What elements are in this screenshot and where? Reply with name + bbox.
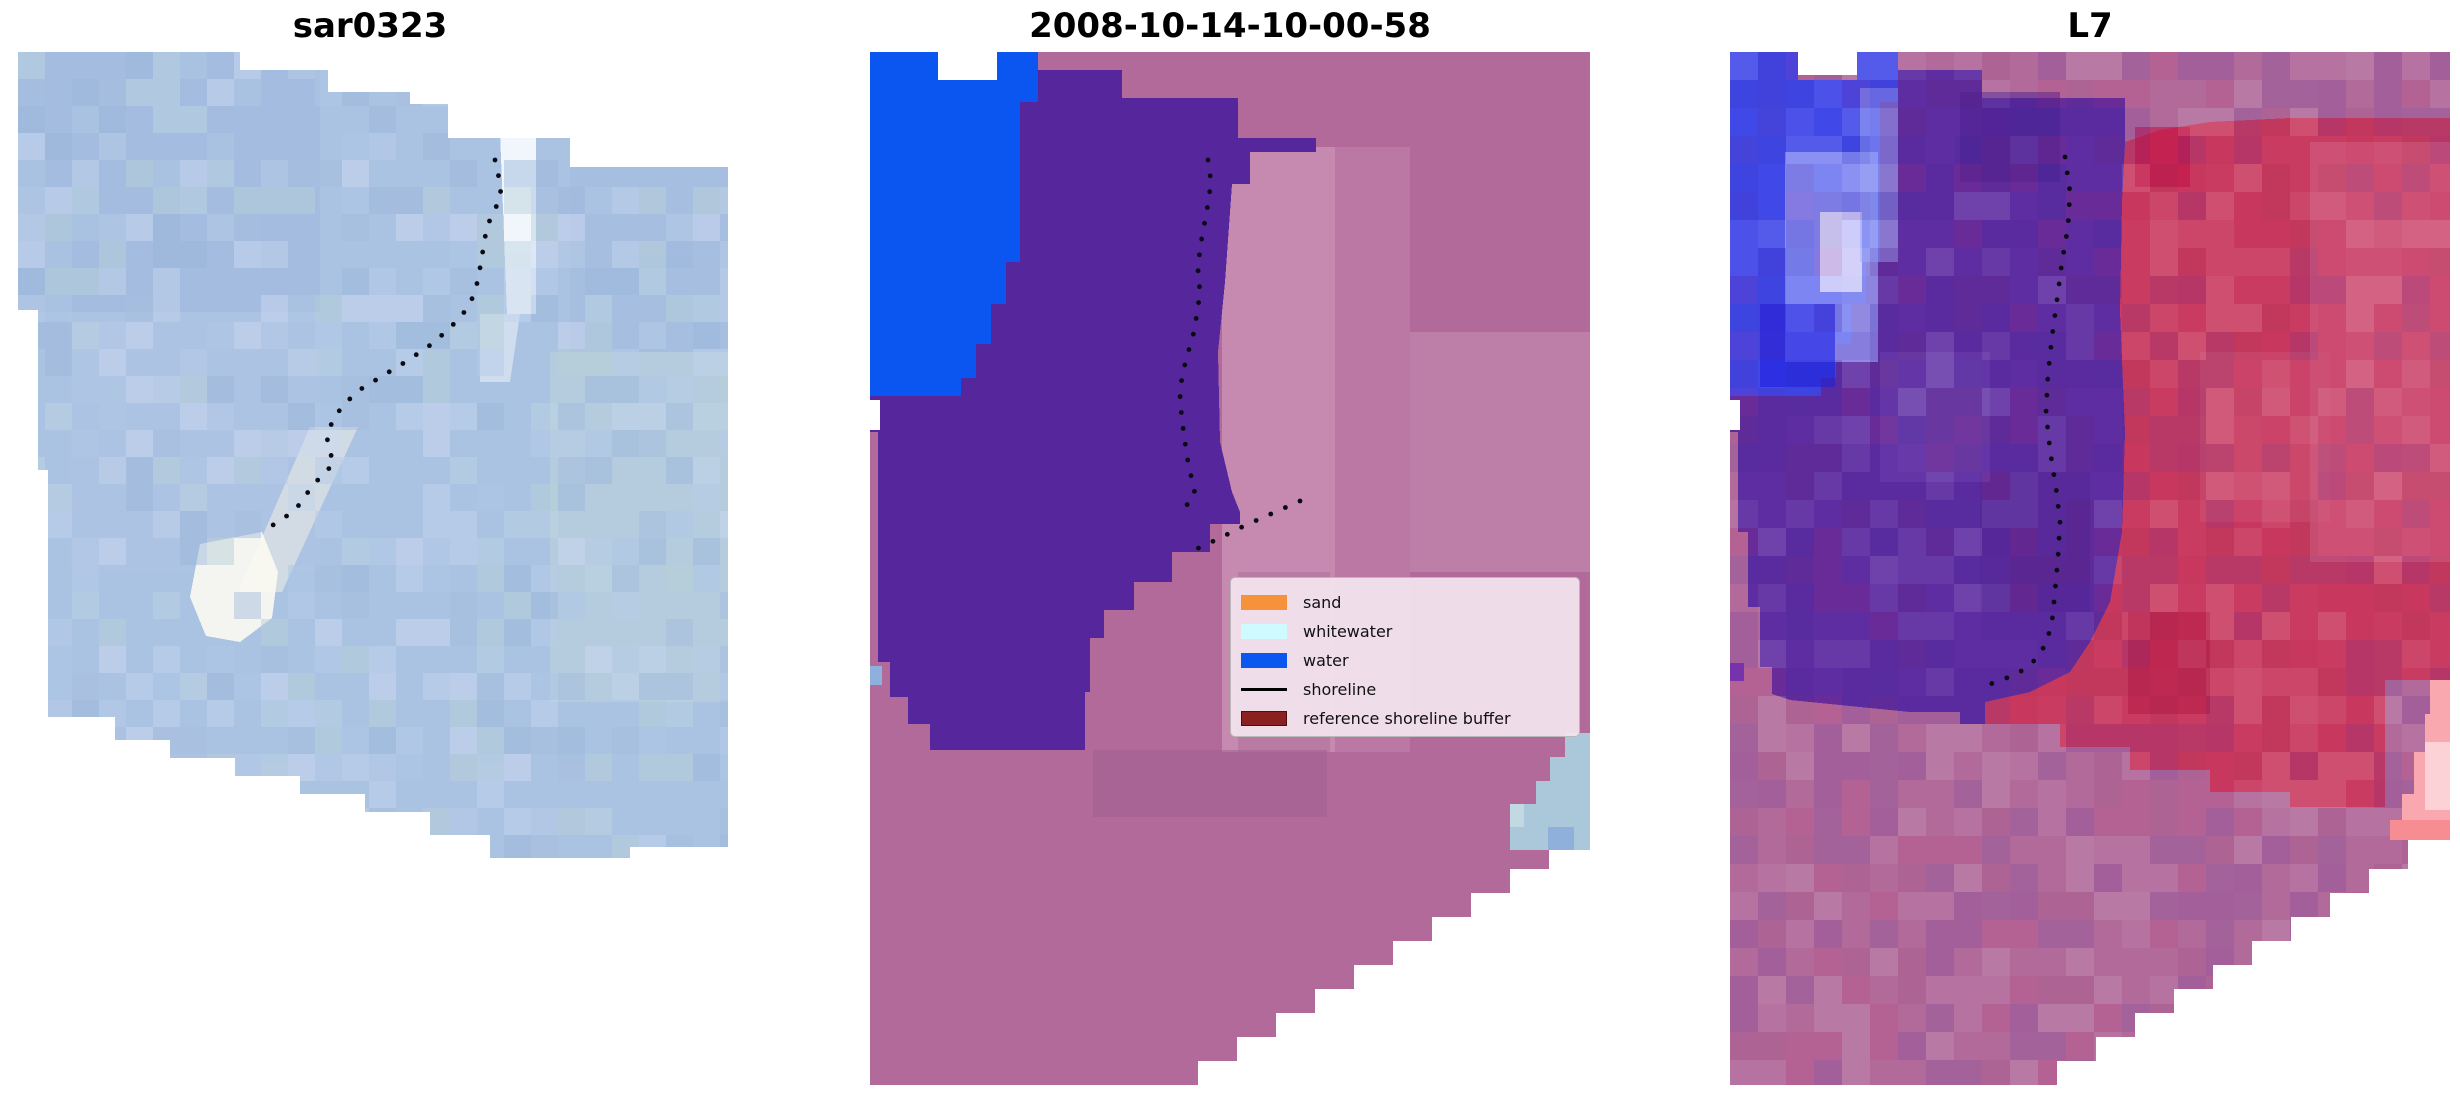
class-right-light (1410, 332, 1590, 572)
panel-title-sar0323: sar0323 (292, 6, 448, 46)
isolated-pixel (1730, 663, 1744, 681)
legend: sand whitewater water shoreline reference sh… (1230, 577, 1580, 737)
teal-light-pixel (1510, 804, 1524, 827)
legend-label-whitewater: whitewater (1303, 621, 1393, 641)
nodata-wedge (2057, 840, 2450, 1085)
legend-swatch-sand-icon (1241, 595, 1287, 610)
panel-sar0323 (10, 52, 730, 1085)
l7-blue-dark (1760, 304, 1835, 387)
legend-label-water: water (1303, 650, 1349, 670)
l7-blue-strip (1860, 88, 1898, 262)
l7-blue-bright (1820, 212, 1862, 292)
legend-label-sand: sand (1303, 592, 1342, 612)
panel-image-classified-2008-10-14 (870, 52, 1590, 1085)
nodata-notch-top (1798, 52, 1857, 75)
l7-red-dark-top (2135, 127, 2190, 187)
legend-swatch-water-icon (1241, 653, 1287, 668)
shoreline-dots (1177, 157, 1213, 508)
panel-image-L7 (1730, 52, 2450, 1085)
pixel-noise (18, 52, 728, 858)
panel-title-l7: L7 (2067, 6, 2113, 46)
legend-swatch-reference-shoreline-buffer-icon (1241, 711, 1287, 726)
shoreline-dots (1989, 154, 2072, 686)
panel-image-sar0323 (18, 52, 728, 858)
l7-red-dark-blob (2128, 612, 2210, 714)
l7-purple-light (1880, 352, 1990, 482)
teal-blue-pixel (1548, 827, 1574, 850)
panel-classified (870, 52, 1590, 1085)
legend-entry-whitewater: whitewater (1241, 617, 1569, 646)
class-dark-below-purple (1093, 750, 1327, 817)
legend-entry-reference-shoreline-buffer: reference shoreline buffer (1241, 704, 1569, 733)
l7-red-light-right (2310, 142, 2450, 562)
shoreline-dots (1196, 498, 1303, 551)
nodata-notch-left (870, 400, 880, 430)
l7-purple-dark-mid (1980, 472, 2090, 612)
class-purple (870, 70, 1316, 750)
legend-label-shoreline: shoreline (1303, 679, 1377, 699)
legend-swatch-shoreline-icon (1241, 688, 1287, 691)
shoreline-dots (270, 157, 503, 528)
salmon-light (2425, 742, 2450, 810)
isolated-pixel (870, 666, 882, 685)
panel-l7 (1730, 52, 2450, 1085)
nodata-notch-top (938, 52, 997, 80)
legend-entry-water: water (1241, 646, 1569, 675)
panel-title-date: 2008-10-14-10-00-58 (1029, 6, 1431, 46)
legend-entry-shoreline: shoreline (1241, 675, 1569, 704)
teal-patch (1510, 733, 1590, 850)
l7-red-light-blob (2200, 352, 2330, 522)
nodata-wedge (1198, 848, 1590, 1085)
legend-entry-sand: sand (1241, 588, 1569, 617)
salmon-deep (2390, 820, 2450, 840)
l7-purple (1730, 70, 2125, 724)
class-water (870, 52, 1038, 396)
legend-label-reference-shoreline-buffer: reference shoreline buffer (1303, 708, 1511, 728)
l7-purple-dark-top (1960, 92, 2060, 182)
legend-swatch-whitewater-icon (1241, 624, 1287, 639)
isolated-pixel (18, 666, 23, 685)
nodata-notch-left (1730, 400, 1740, 430)
